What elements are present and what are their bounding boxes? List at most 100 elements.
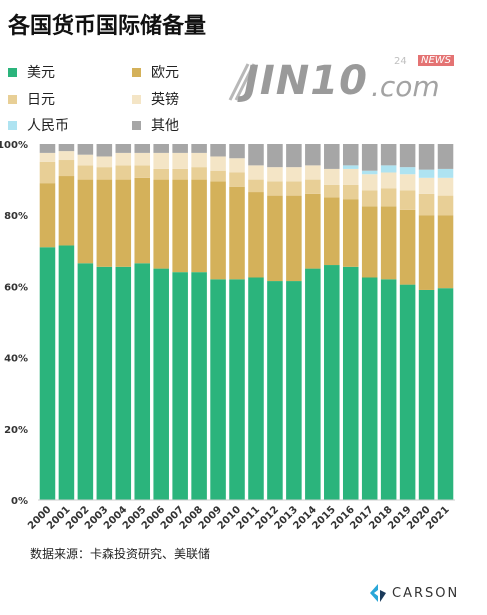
bar-segment-2000-1 xyxy=(39,183,56,248)
legend-other: 其他 xyxy=(132,117,179,135)
chart-title: 各国货币国际储备量 xyxy=(8,14,207,39)
bar-segment-2015-2 xyxy=(324,184,340,198)
bar-segment-2003-1 xyxy=(96,179,113,267)
legend-label-usd: 美元 xyxy=(27,65,55,81)
legend-cny: 人民币 xyxy=(8,117,69,135)
logo-domain: .com xyxy=(371,70,440,103)
bar-segment-2016-2 xyxy=(342,184,359,200)
bar-segment-2019-2 xyxy=(399,190,416,210)
bar-segment-2009-2 xyxy=(210,170,226,182)
bar-segment-2017-5 xyxy=(361,144,378,171)
bar-segment-2009-0 xyxy=(210,279,226,500)
bar-segment-2014-0 xyxy=(305,268,321,500)
bar-segment-2015-1 xyxy=(324,197,340,266)
bar-segment-2002-5 xyxy=(77,144,94,155)
bar-segment-2014-3 xyxy=(305,165,321,180)
bar-segment-2020-0 xyxy=(418,289,435,500)
bar-segment-2004-3 xyxy=(115,152,132,166)
bar-segment-2012-3 xyxy=(267,167,283,182)
bar-segment-2015-3 xyxy=(324,168,340,185)
y-tick-label: 40% xyxy=(4,354,28,365)
bar-segment-2011-2 xyxy=(248,179,264,193)
bar-segment-2011-3 xyxy=(248,165,264,180)
bar-segment-2016-1 xyxy=(342,199,359,267)
bar-segment-2020-1 xyxy=(418,215,435,290)
bar-segment-2001-5 xyxy=(58,144,75,152)
carson-logo-icon xyxy=(370,584,386,602)
y-tick-label: 0% xyxy=(11,496,28,507)
bar-segment-2003-3 xyxy=(96,156,113,168)
bar-segment-2012-1 xyxy=(267,195,283,282)
bar-segment-2004-0 xyxy=(115,266,132,500)
bar-segment-2019-5 xyxy=(399,144,416,168)
y-tick-label: 60% xyxy=(4,282,28,293)
bar-segment-2006-3 xyxy=(153,152,169,169)
legend-usd: 美元 xyxy=(8,64,55,82)
bar-segment-2001-1 xyxy=(58,176,75,246)
bar-segment-2017-1 xyxy=(361,206,378,278)
bar-segment-2010-0 xyxy=(229,279,245,500)
logo-stripes-icon xyxy=(228,63,256,101)
bar-segment-2018-1 xyxy=(380,206,397,280)
bar-segment-2021-5 xyxy=(437,144,454,169)
bar-segment-2018-2 xyxy=(380,188,397,207)
bar-segment-2013-3 xyxy=(286,167,302,182)
bar-segment-2002-2 xyxy=(77,165,94,180)
bar-segment-2002-1 xyxy=(77,179,94,264)
bar-segment-2005-1 xyxy=(134,177,151,264)
logo-mark: JIN10 xyxy=(244,58,368,104)
bar-segment-2005-0 xyxy=(134,263,151,500)
bar-segment-2001-0 xyxy=(58,245,75,500)
legend-eur: 欧元 xyxy=(132,64,179,82)
bar-segment-2014-2 xyxy=(305,179,321,194)
bar-segment-2019-4 xyxy=(399,167,416,175)
bar-segment-2001-3 xyxy=(58,151,75,161)
bar-segment-2016-5 xyxy=(342,144,359,166)
bar-segment-2007-0 xyxy=(172,272,188,500)
bar-segment-2019-1 xyxy=(399,209,416,285)
bar-segment-2000-5 xyxy=(39,144,56,153)
bar-segment-2007-3 xyxy=(172,152,188,169)
bar-segment-2002-3 xyxy=(77,154,94,166)
bar-segment-2020-4 xyxy=(418,169,435,178)
bar-segment-2020-2 xyxy=(418,193,435,216)
bar-segment-2013-0 xyxy=(286,281,302,500)
bar-segment-2000-0 xyxy=(39,247,56,500)
bar-segment-2021-0 xyxy=(437,288,454,500)
legend-gbp: 英镑 xyxy=(132,91,179,109)
y-tick-label: 20% xyxy=(4,425,28,436)
legend-swatch-cny xyxy=(8,120,17,130)
bar-segment-2009-3 xyxy=(210,156,226,171)
stacked-bar-chart: 0%20%40%60%80%100%2000200120022003200420… xyxy=(0,140,455,532)
bar-segment-2011-0 xyxy=(248,277,264,500)
bar-segment-2006-2 xyxy=(153,168,169,180)
bar-segment-2000-3 xyxy=(39,152,56,162)
bar-segment-2014-5 xyxy=(305,144,321,166)
bar-segment-2008-5 xyxy=(191,144,207,153)
bar-segment-2018-3 xyxy=(380,172,397,189)
bar-segment-2015-5 xyxy=(324,144,340,169)
bar-segment-2017-4 xyxy=(361,170,378,175)
bar-segment-2017-0 xyxy=(361,277,378,500)
legend-swatch-eur xyxy=(132,67,141,77)
bar-segment-2009-1 xyxy=(210,181,226,280)
bar-segment-2004-2 xyxy=(115,165,132,180)
legend-label-other: 其他 xyxy=(151,118,179,134)
bar-segment-2018-5 xyxy=(380,144,397,166)
legend-label-jpy: 日元 xyxy=(27,92,55,108)
bar-segment-2010-5 xyxy=(229,144,245,159)
bar-segment-2019-3 xyxy=(399,174,416,191)
logo-news-badge: NEWS xyxy=(418,55,455,66)
bar-segment-2013-2 xyxy=(286,181,302,196)
bar-segment-2010-2 xyxy=(229,172,245,187)
bar-segment-2008-2 xyxy=(191,167,207,180)
bar-segment-2016-0 xyxy=(342,266,359,500)
bar-segment-2014-1 xyxy=(305,193,321,269)
bar-segment-2021-3 xyxy=(437,177,454,196)
legend-swatch-usd xyxy=(8,67,17,77)
bar-segment-2016-4 xyxy=(342,165,359,169)
legend-swatch-other xyxy=(132,120,141,130)
bar-segment-2005-3 xyxy=(134,152,151,166)
legend-label-gbp: 英镑 xyxy=(151,92,179,108)
bar-segment-2018-4 xyxy=(380,165,397,173)
